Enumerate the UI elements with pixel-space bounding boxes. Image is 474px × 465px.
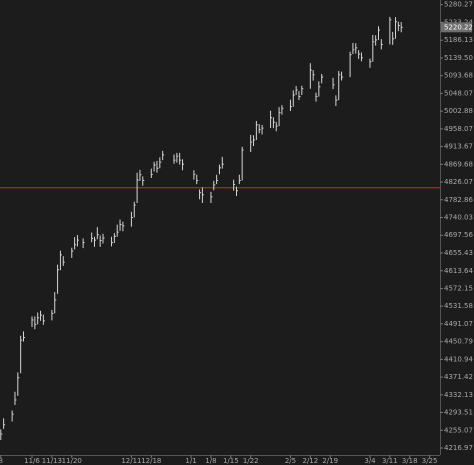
y-tick-label: 4216.97 [444,444,473,452]
x-tick-label: 11/13 [42,457,62,465]
y-tick-label: 4450.79 [444,338,473,346]
y-tick-label: 5048.07 [444,89,473,97]
x-tick-label: 2/19 [322,457,338,465]
y-tick-label: 4697.56 [444,231,473,239]
x-tick-label: 1/1 [185,457,196,465]
y-tick-label: 4826.07 [444,178,473,186]
y-tick-label: 4572.15 [444,285,473,293]
x-tick-label: 3/18 [402,457,418,465]
last-price-box [441,22,472,33]
x-tick-label: 11/20 [62,457,82,465]
x-tick-label: 3/25 [422,457,438,465]
y-tick-label: 5002.88 [444,107,473,115]
y-tick-label: 4913.67 [444,143,473,151]
y-tick-label: 4613.64 [444,267,473,275]
y-tick-label: 4655.43 [444,249,473,257]
y-tick-label: 5093.68 [444,72,473,80]
y-tick-label: 5280.27 [444,1,473,9]
y-tick-label: 4782.86 [444,196,473,204]
x-tick-label: 11/6 [24,457,40,465]
y-tick-label: 4371.42 [444,373,473,381]
y-tick-label: 4531.58 [444,302,473,310]
y-tick-label: 4491.07 [444,320,473,328]
x-tick-label: 1/8 [205,457,216,465]
y-tick-label: 5186.13 [444,36,473,44]
y-tick-label: 4410.94 [444,355,473,363]
y-tick-label: 4332.13 [444,391,473,399]
x-tick-label: 3/11 [382,457,398,465]
last-price-label: 5220.22 [444,23,473,31]
x-tick-label: 12/11 [121,457,141,465]
x-tick-label: 1/15 [223,457,239,465]
y-tick-label: 4958.07 [444,125,473,133]
x-tick-label: 8 [0,457,3,465]
y-tick-label: 4293.51 [444,409,473,417]
x-tick-label: 2/12 [302,457,318,465]
x-tick-label: 3/4 [364,457,376,465]
y-tick-label: 4869.68 [444,160,473,168]
y-tick-label: 4740.03 [444,214,473,222]
x-tick-label: 2/5 [285,457,296,465]
x-tick-label: 1/22 [243,457,259,465]
x-tick-label: 12/18 [141,457,161,465]
y-tick-label: 5139.50 [444,54,473,62]
y-tick-label: 4255.07 [444,426,473,434]
